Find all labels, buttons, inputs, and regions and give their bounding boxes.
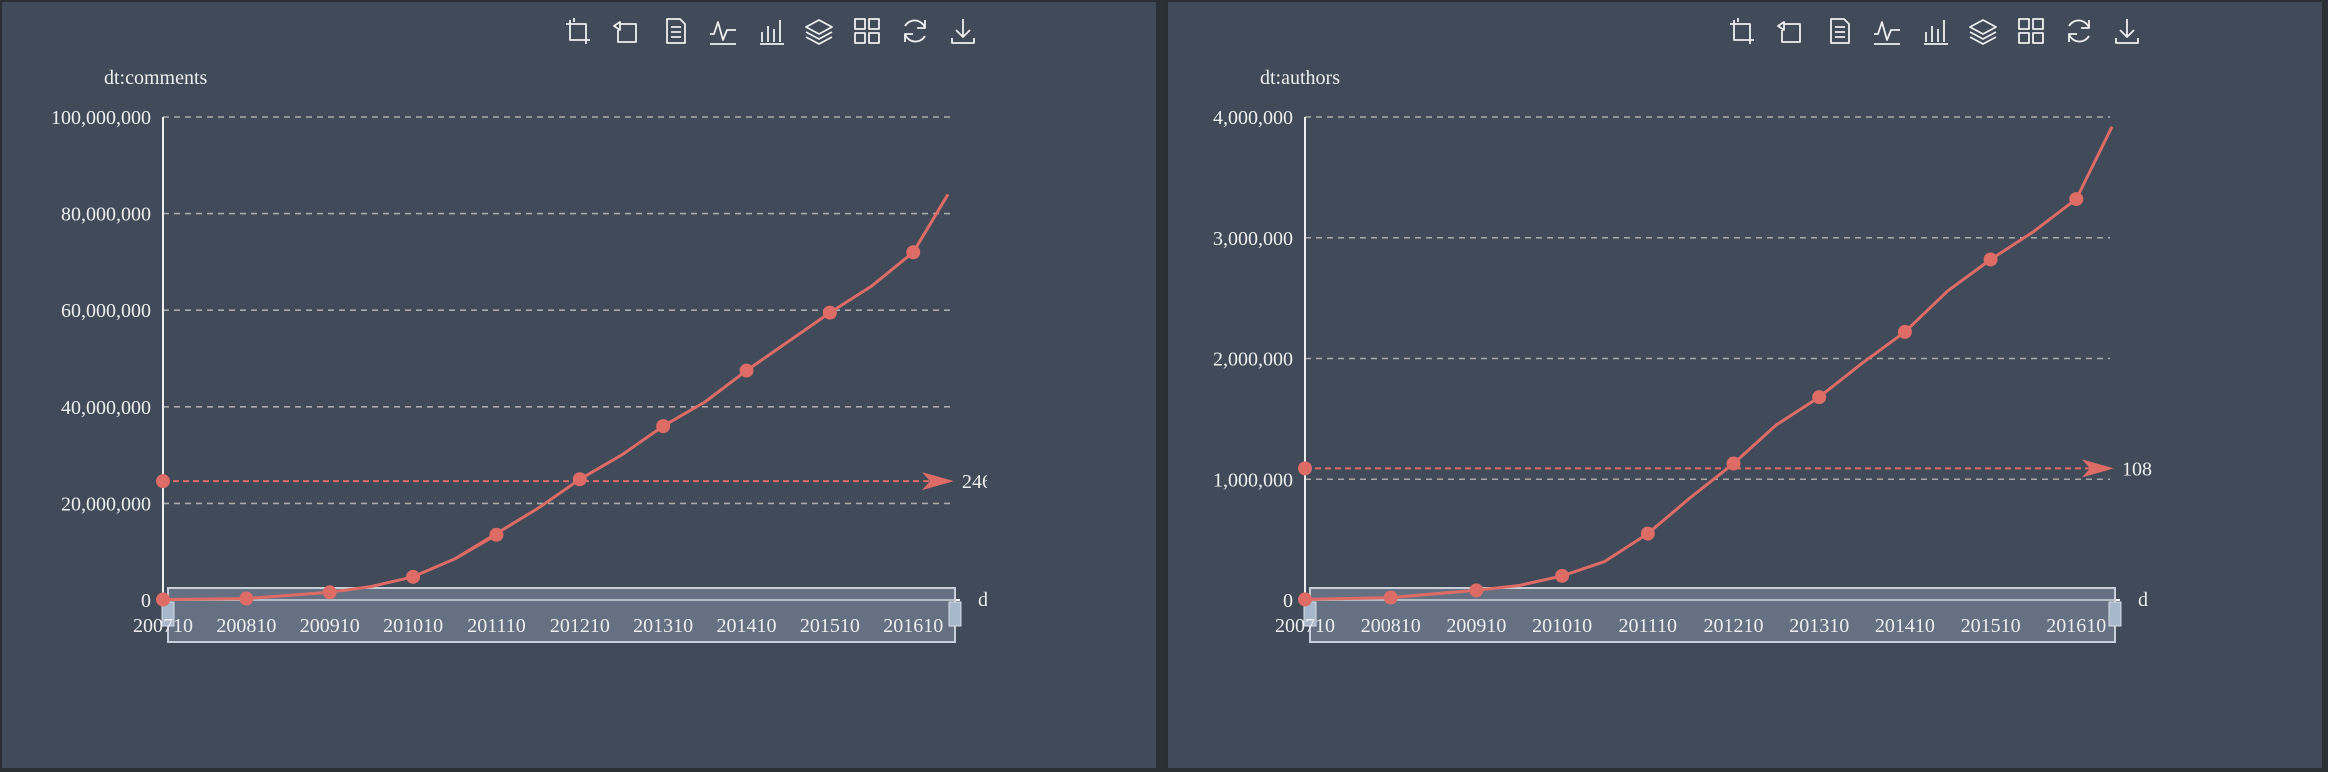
data-point[interactable] — [1298, 592, 1312, 607]
restore-icon[interactable] — [898, 14, 932, 48]
toolbox — [1726, 14, 2144, 48]
series-line — [162, 193, 950, 601]
x-tick-label: 201010 — [383, 615, 443, 637]
series-line — [1304, 126, 2114, 601]
x-tick-label: 200710 — [133, 615, 193, 637]
x-tick-label: 201410 — [717, 615, 777, 637]
line-chart-icon[interactable] — [706, 14, 740, 48]
x-tick-label: 201510 — [1961, 615, 2021, 637]
y-tick-label: 100,000,000 — [51, 107, 151, 129]
y-tick-label: 20,000,000 — [61, 493, 151, 515]
x-tick-label: 200810 — [216, 615, 276, 637]
x-tick-label: 201310 — [633, 615, 693, 637]
data-point[interactable] — [572, 472, 587, 487]
data-view-icon[interactable] — [658, 14, 692, 48]
chart-panel-comments: dt:comments 0 20,000,000 40,000,000 60,000,0… — [0, 0, 1158, 770]
download-icon[interactable] — [2110, 14, 2144, 48]
tiled-icon[interactable] — [850, 14, 884, 48]
line-chart-comments: dt:comments 0 20,000,000 40,000,000 60,000,0… — [51, 67, 992, 643]
x-tick-label: 200710 — [1275, 615, 1335, 637]
zoom-icon[interactable] — [562, 14, 596, 48]
mark-line-label: 108 — [2122, 458, 2152, 480]
x-tick-label: 201110 — [467, 615, 526, 637]
x-tick-label: 201610 — [2046, 615, 2106, 637]
x-tick-label: 201410 — [1875, 615, 1935, 637]
zoom-icon[interactable] — [1726, 14, 1760, 48]
data-point[interactable] — [1383, 590, 1398, 605]
y-tick-label: 0 — [1283, 590, 1293, 612]
data-point[interactable] — [1640, 526, 1655, 541]
y-axis-label: dt:comments — [104, 67, 208, 89]
x-tick-label: 201010 — [1532, 615, 1592, 637]
data-point[interactable] — [822, 305, 837, 320]
restore-icon[interactable] — [2062, 14, 2096, 48]
zoom-back-icon[interactable] — [1774, 14, 1808, 48]
data-point[interactable] — [906, 245, 921, 260]
stack-icon[interactable] — [1966, 14, 2000, 48]
zoom-handle-right[interactable] — [2108, 601, 2122, 627]
data-point[interactable] — [406, 569, 421, 584]
mark-line-arrow — [2082, 459, 2114, 478]
mark-line-label: 246 — [962, 471, 992, 493]
x-tick-label: 201610 — [883, 615, 943, 637]
data-point[interactable] — [1812, 390, 1827, 405]
x-axis-label: d — [2138, 589, 2148, 611]
zoom-back-icon[interactable] — [610, 14, 644, 48]
x-tick-label: 201310 — [1789, 615, 1849, 637]
stack-icon[interactable] — [802, 14, 836, 48]
data-point[interactable] — [1897, 324, 1912, 339]
data-point[interactable] — [1983, 252, 1998, 267]
data-point[interactable] — [2069, 192, 2084, 207]
data-point[interactable] — [156, 592, 170, 607]
data-view-icon[interactable] — [1822, 14, 1856, 48]
x-tick-label: 201510 — [800, 615, 860, 637]
data-point[interactable] — [1726, 456, 1741, 471]
y-tick-label: 3,000,000 — [1213, 228, 1293, 250]
y-tick-label: 0 — [141, 590, 151, 612]
y-tick-label: 60,000,000 — [61, 300, 151, 322]
x-axis-label: d — [978, 589, 988, 611]
x-tick-label: 200810 — [1361, 615, 1421, 637]
x-tick-label: 200910 — [300, 615, 360, 637]
y-tick-label: 2,000,000 — [1213, 349, 1293, 371]
bar-chart-icon[interactable] — [1918, 14, 1952, 48]
y-tick-label: 80,000,000 — [61, 204, 151, 226]
data-point[interactable] — [656, 419, 671, 434]
x-tick-label: 200910 — [1446, 615, 1506, 637]
toolbox — [562, 14, 980, 48]
tiled-icon[interactable] — [2014, 14, 2048, 48]
data-point[interactable] — [1469, 583, 1484, 598]
y-tick-label: 40,000,000 — [61, 397, 151, 419]
x-tick-label: 201110 — [1619, 615, 1678, 637]
bar-chart-icon[interactable] — [754, 14, 788, 48]
data-point[interactable] — [322, 585, 337, 600]
y-axis-label: dt:authors — [1260, 67, 1340, 89]
zoom-handle-right[interactable] — [948, 601, 962, 627]
line-chart-icon[interactable] — [1870, 14, 1904, 48]
download-icon[interactable] — [946, 14, 980, 48]
data-point[interactable] — [239, 591, 254, 606]
x-tick-label: 201210 — [550, 615, 610, 637]
data-point[interactable] — [739, 363, 754, 378]
data-point[interactable] — [489, 527, 504, 542]
data-point[interactable] — [1555, 568, 1570, 583]
y-tick-label: 1,000,000 — [1213, 469, 1293, 491]
chart-panel-authors: dt:authors 0 1,000,000 2,000,000 3,000,000 4,… — [1166, 0, 2324, 770]
y-tick-label: 4,000,000 — [1213, 107, 1293, 129]
data-zoom-slider[interactable] — [167, 587, 956, 643]
line-chart-authors: dt:authors 0 1,000,000 2,000,000 3,000,000 4,… — [1213, 67, 2152, 643]
mark-line-arrow — [922, 472, 954, 491]
x-tick-label: 201210 — [1703, 615, 1763, 637]
